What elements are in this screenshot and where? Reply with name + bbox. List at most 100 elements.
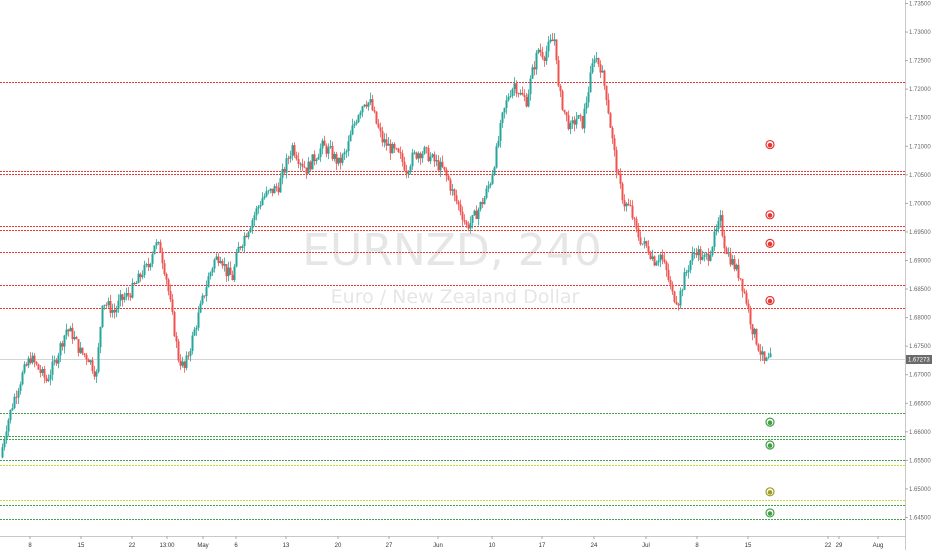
candle-body[interactable] (727, 253, 730, 255)
candle-body[interactable] (625, 203, 628, 207)
candle-body[interactable] (107, 301, 110, 306)
candle-body[interactable] (247, 232, 250, 238)
candle-body[interactable] (611, 127, 614, 139)
candle-body[interactable] (437, 160, 440, 171)
price-marker[interactable] (765, 238, 775, 248)
candle-body[interactable] (71, 327, 74, 340)
candle-body[interactable] (277, 187, 280, 193)
candle-body[interactable] (303, 166, 306, 168)
price-marker[interactable] (765, 210, 775, 220)
candle-body[interactable] (315, 159, 318, 162)
candle-body[interactable] (609, 113, 612, 128)
candle-body[interactable] (75, 337, 78, 340)
candle-body[interactable] (293, 145, 296, 156)
candle-body[interactable] (171, 299, 174, 313)
candle-body[interactable] (627, 203, 630, 206)
candle-body[interactable] (517, 93, 520, 95)
candle-body[interactable] (569, 123, 572, 130)
candle-body[interactable] (449, 179, 452, 191)
candle-body[interactable] (363, 104, 366, 107)
candle-body[interactable] (607, 99, 610, 114)
candle-body[interactable] (567, 115, 570, 130)
candle-body[interactable] (637, 228, 640, 238)
candle-body[interactable] (351, 125, 354, 135)
candle-body[interactable] (743, 291, 746, 293)
candle-body[interactable] (21, 372, 24, 385)
candle-body[interactable] (111, 310, 114, 313)
candle-body[interactable] (201, 295, 204, 304)
candle-body[interactable] (369, 99, 372, 103)
candle-body[interactable] (521, 92, 524, 95)
candle-body[interactable] (367, 102, 370, 107)
candle-body[interactable] (635, 219, 638, 229)
candle-body[interactable] (281, 168, 284, 179)
candle-body[interactable] (555, 39, 558, 61)
candle-body[interactable] (755, 328, 758, 345)
candle-body[interactable] (721, 215, 724, 236)
candle-body[interactable] (417, 153, 420, 159)
candle-body[interactable] (679, 290, 682, 306)
candle-body[interactable] (581, 116, 584, 129)
candles-layer[interactable] (1, 32, 772, 459)
candle-body[interactable] (655, 262, 658, 266)
candle-body[interactable] (431, 154, 434, 157)
candle-body[interactable] (345, 151, 348, 153)
candle-body[interactable] (343, 152, 346, 155)
candle-body[interactable] (11, 408, 14, 410)
candle-body[interactable] (149, 263, 152, 268)
candle-body[interactable] (451, 189, 454, 191)
candle-body[interactable] (689, 260, 692, 271)
candle-body[interactable] (421, 153, 424, 159)
candle-body[interactable] (751, 324, 754, 335)
candle-body[interactable] (475, 210, 478, 219)
candle-body[interactable] (493, 167, 496, 175)
candle-body[interactable] (57, 355, 60, 364)
candle-body[interactable] (577, 115, 580, 119)
candle-body[interactable] (205, 287, 208, 297)
candle-body[interactable] (723, 235, 726, 249)
candle-body[interactable] (697, 249, 700, 256)
candle-body[interactable] (745, 292, 748, 304)
candle-body[interactable] (43, 369, 46, 378)
candle-body[interactable] (495, 146, 498, 168)
candle-body[interactable] (759, 350, 762, 355)
candle-body[interactable] (183, 361, 186, 368)
candle-body[interactable] (589, 72, 592, 93)
candle-body[interactable] (259, 205, 262, 207)
price-marker[interactable] (765, 487, 775, 497)
candle-body[interactable] (235, 252, 238, 267)
candle-body[interactable] (319, 148, 322, 158)
candle-body[interactable] (499, 123, 502, 141)
candle-body[interactable] (161, 252, 164, 264)
candle-body[interactable] (95, 371, 98, 377)
candle-body[interactable] (25, 364, 28, 366)
candle-body[interactable] (131, 282, 134, 298)
candle-body[interactable] (739, 278, 742, 280)
candle-body[interactable] (613, 138, 616, 151)
candle-body[interactable] (311, 154, 314, 170)
candle-body[interactable] (647, 246, 650, 254)
candle-body[interactable] (45, 377, 48, 382)
candle-body[interactable] (711, 246, 714, 255)
candle-body[interactable] (651, 256, 654, 259)
candle-body[interactable] (229, 267, 232, 275)
candle-body[interactable] (511, 89, 514, 97)
candle-body[interactable] (535, 52, 538, 70)
candle-body[interactable] (725, 248, 728, 254)
candle-body[interactable] (127, 293, 130, 296)
candle-body[interactable] (383, 139, 386, 143)
candle-body[interactable] (179, 360, 182, 366)
candle-body[interactable] (211, 268, 214, 273)
candle-body[interactable] (291, 145, 294, 157)
candle-body[interactable] (101, 305, 104, 327)
candle-body[interactable] (337, 157, 340, 164)
candle-body[interactable] (373, 110, 376, 112)
candle-body[interactable] (463, 219, 466, 222)
candle-body[interactable] (741, 279, 744, 292)
candle-body[interactable] (483, 197, 486, 205)
candle-body[interactable] (295, 155, 298, 160)
candle-body[interactable] (733, 259, 736, 270)
candle-body[interactable] (193, 329, 196, 336)
candle-body[interactable] (515, 83, 518, 94)
